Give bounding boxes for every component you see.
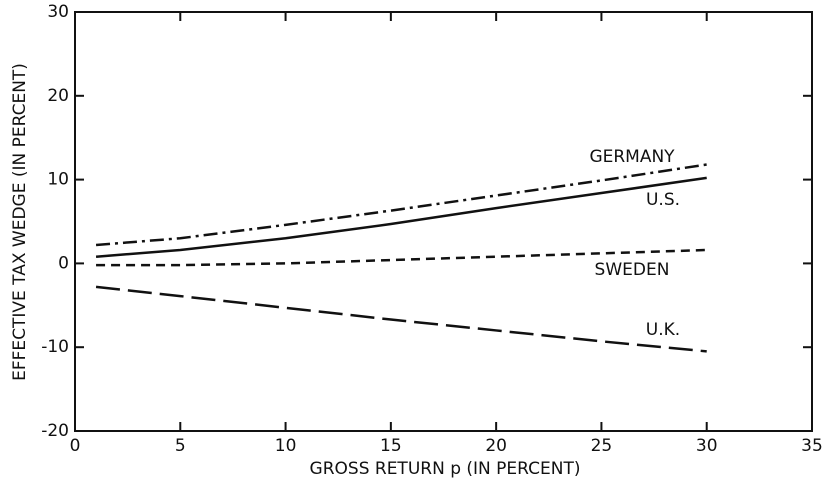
y-tick-label: -10 [41, 337, 69, 357]
x-tick-label: 25 [591, 436, 613, 456]
x-tick-label: 30 [696, 436, 718, 456]
line-series [95, 285, 707, 353]
line-series [95, 176, 707, 258]
series-label: U.K. [646, 320, 680, 340]
y-tick-label: 30 [47, 2, 69, 22]
series-label: U.S. [646, 190, 680, 210]
series-label: GERMANY [589, 147, 675, 167]
y-tick-label: -20 [41, 421, 69, 441]
y-tick-label: 10 [47, 170, 69, 190]
x-tick-label: 15 [380, 436, 402, 456]
x-tick-label: 20 [485, 436, 507, 456]
plot-frame [74, 11, 813, 432]
y-tick-label: 20 [47, 86, 69, 106]
line-series [95, 163, 707, 247]
x-axis-label: GROSS RETURN p (IN PERCENT) [310, 459, 581, 479]
y-axis-label: EFFECTIVE TAX WEDGE (IN PERCENT) [10, 63, 30, 381]
series-label: SWEDEN [595, 260, 670, 280]
x-tick-label: 10 [275, 436, 297, 456]
y-tick-label: 0 [58, 253, 69, 273]
x-tick-label: 0 [70, 436, 81, 456]
x-tick-label: 5 [175, 436, 186, 456]
x-tick-label: 35 [801, 436, 823, 456]
